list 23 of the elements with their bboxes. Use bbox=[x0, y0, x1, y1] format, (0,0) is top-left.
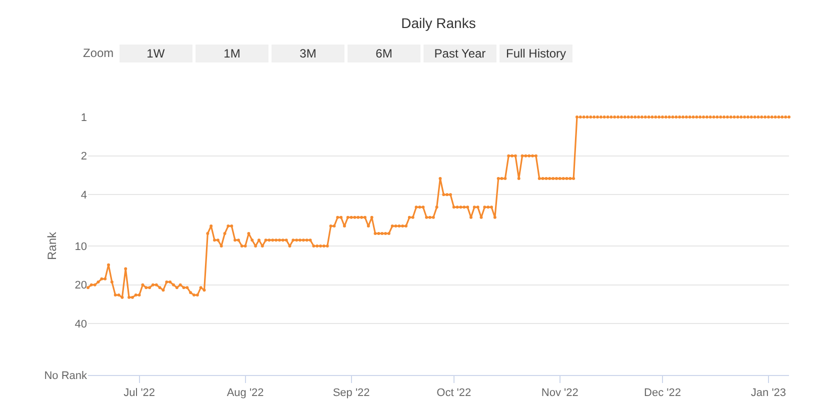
chart-title: Daily Ranks bbox=[401, 14, 476, 31]
x-tick-label: Aug '22 bbox=[226, 387, 264, 400]
x-tick-label: Jul '22 bbox=[124, 387, 156, 400]
y-tick-label: 1 bbox=[80, 112, 87, 124]
y-tick-label: No Rank bbox=[44, 370, 88, 382]
y-tick-label: 4 bbox=[80, 190, 87, 202]
text: 1W bbox=[146, 46, 166, 60]
x-tick-label: Oct '22 bbox=[436, 387, 472, 400]
text: Past Year bbox=[434, 46, 486, 60]
text: 6M bbox=[376, 46, 392, 60]
text: 3M bbox=[300, 46, 316, 60]
text: 1M bbox=[224, 46, 240, 60]
text: Zoom bbox=[83, 46, 114, 60]
x-tick-label: Nov '22 bbox=[541, 387, 578, 400]
y-tick-label: 10 bbox=[74, 240, 87, 253]
x-tick-label: Dec '22 bbox=[644, 387, 681, 400]
text: Full History bbox=[506, 46, 566, 60]
y-axis-title: Rank bbox=[45, 230, 59, 260]
x-tick-label: Jan '23 bbox=[750, 387, 786, 400]
y-tick-label: 2 bbox=[80, 150, 87, 163]
x-tick-label: Sep '22 bbox=[332, 387, 370, 400]
y-tick-label: 20 bbox=[74, 280, 87, 292]
y-tick-label: 40 bbox=[74, 318, 87, 331]
